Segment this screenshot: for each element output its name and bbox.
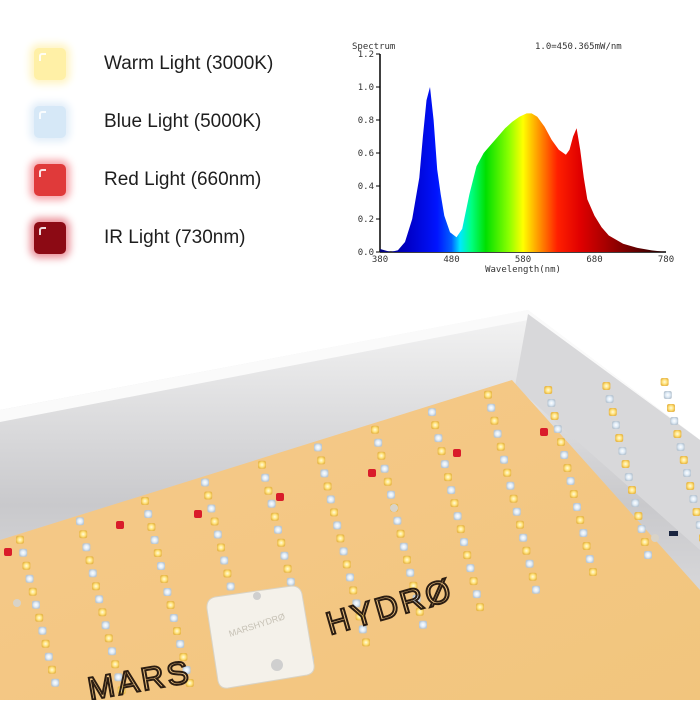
x-tick-labels: 380 480 580 680 780	[372, 255, 674, 265]
ir-led-swatch-icon	[34, 222, 66, 254]
legend-label: Red Light (660nm)	[104, 169, 262, 190]
legend-label: Blue Light (5000K)	[104, 111, 262, 132]
legend-label: Warm Light (3000K)	[104, 53, 274, 74]
spectrum-plot: 0.0 0.2 0.4 0.6 0.8 1.0 1.2 380 480 580 …	[352, 42, 674, 275]
red-led-swatch-icon	[34, 164, 66, 196]
x-axis-label: Wavelength(nm)	[485, 265, 561, 275]
led-array	[4, 377, 700, 695]
screw-icon	[13, 599, 21, 607]
legend-item-red: Red Light (660nm)	[34, 160, 261, 200]
screw-icon	[651, 534, 659, 542]
driver-module: MARSHYDRØ	[206, 585, 315, 689]
svg-text:780: 780	[658, 255, 674, 265]
chart-title: Spectrum	[352, 42, 395, 52]
screw-icon	[390, 504, 398, 512]
svg-text:480: 480	[443, 255, 459, 265]
legend-item-blue: Blue Light (5000K)	[34, 102, 261, 142]
legend-label: IR Light (730nm)	[104, 227, 246, 248]
chart-annotation: 1.0=450.365mW/nm	[535, 42, 622, 52]
spectrum-chart: 0.0 0.2 0.4 0.6 0.8 1.0 1.2 380 480 580 …	[340, 30, 700, 285]
svg-text:680: 680	[586, 255, 602, 265]
spectrum-area	[380, 87, 666, 252]
svg-text:1.0: 1.0	[358, 83, 374, 93]
svg-text:0.2: 0.2	[358, 215, 374, 225]
svg-text:0.6: 0.6	[358, 149, 374, 159]
svg-text:1.2: 1.2	[358, 50, 374, 60]
warm-led-swatch-icon	[34, 48, 66, 80]
svg-text:0.8: 0.8	[358, 116, 374, 126]
svg-text:0.0: 0.0	[358, 248, 374, 258]
y-tick-labels: 0.0 0.2 0.4 0.6 0.8 1.0 1.2	[358, 50, 380, 258]
legend-item-warm: Warm Light (3000K)	[34, 44, 273, 84]
blue-led-swatch-icon	[34, 106, 66, 138]
svg-text:0.4: 0.4	[358, 182, 374, 192]
grow-light-panel-image: MARSHYDRØ HYDRØ MARS	[0, 290, 700, 704]
svg-text:380: 380	[372, 255, 388, 265]
led-legend: Warm Light (3000K) Blue Light (5000K) Re…	[0, 0, 340, 290]
legend-item-ir: IR Light (730nm)	[34, 218, 246, 258]
svg-text:580: 580	[515, 255, 531, 265]
